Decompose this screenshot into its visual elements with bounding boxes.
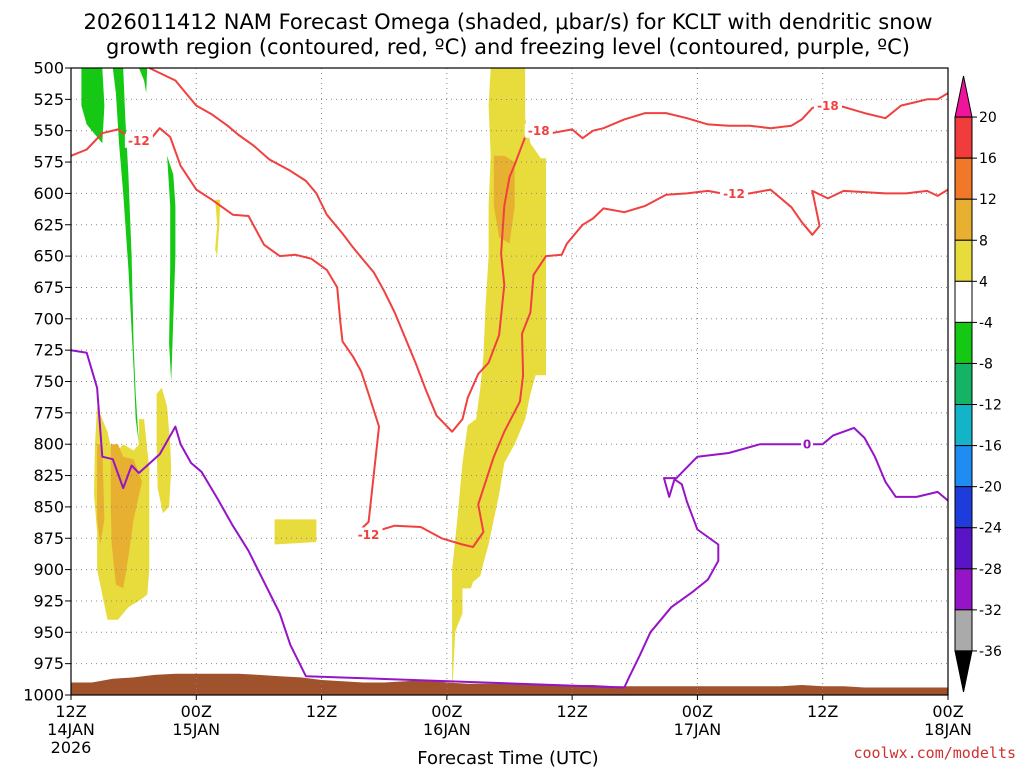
x-tick-label-48-1: 12Z: [556, 702, 587, 721]
y-tick-label-750: 750: [33, 372, 64, 391]
x-tick-label-0-2: 14JAN: [47, 720, 95, 739]
y-tick-label-625: 625: [33, 215, 64, 234]
contour-label-0-0: -12: [128, 134, 150, 148]
colorbar-label-9: -20: [979, 480, 1002, 496]
omega-region-4: [110, 444, 142, 589]
x-tick-label-24-1: 12Z: [306, 702, 337, 721]
contour-1: [148, 67, 949, 433]
x-tick-label-12-2: 15JAN: [172, 720, 220, 739]
colorbar-segment-14: [954, 650, 973, 693]
y-tick-label-800: 800: [33, 435, 64, 454]
colorbar-label-4: 4: [979, 274, 988, 290]
contour-label-bg-1-1: [813, 98, 842, 113]
omega-region-7: [215, 199, 221, 257]
chart-title-line1: 2026011412 NAM Forecast Omega (shaded, μ…: [83, 10, 932, 34]
colorbar-segment-5: [954, 280, 973, 323]
x-tick-label-0-1: 12Z: [55, 702, 86, 721]
y-tick-label-900: 900: [33, 560, 64, 579]
credit-text[interactable]: coolwx.com/modelts: [853, 744, 1016, 762]
omega-region-11: [167, 155, 176, 382]
contour-label-0-2: -12: [358, 528, 380, 542]
colorbar-label-13: -36: [979, 644, 1002, 660]
y-tick-label-1000: 1000: [23, 686, 64, 705]
colorbar-label-3: 8: [979, 233, 988, 249]
omega-region-6: [274, 519, 317, 545]
x-tick-label-12-1: 00Z: [181, 702, 212, 721]
y-tick-label-775: 775: [33, 403, 64, 422]
y-tick-label-700: 700: [33, 309, 64, 328]
contour-2: [70, 349, 949, 689]
y-tick-label-650: 650: [33, 247, 64, 266]
colorbar-label-8: -16: [979, 439, 1002, 455]
colorbar-label-12: -32: [979, 603, 1002, 619]
y-tick-label-550: 550: [33, 121, 64, 140]
y-tick-label-925: 925: [33, 591, 64, 610]
x-axis-label: Forecast Time (UTC): [417, 748, 598, 768]
contour-label-bg-1-0: [524, 123, 553, 138]
colorbar-label-0: 20: [979, 110, 997, 126]
colorbar-segment-8: [954, 404, 973, 447]
x-tick-label-84-2: 18JAN: [924, 720, 972, 739]
contour-label-2-0: 0: [803, 438, 811, 452]
chart-title-line2: growth region (contoured, red, ºC) and f…: [106, 35, 910, 59]
contour-label-1-1: -18: [817, 99, 839, 113]
colorbar-segment-13: [954, 609, 973, 652]
colorbar-segment-6: [954, 321, 973, 364]
y-tick-label-850: 850: [33, 497, 64, 516]
colorbar-segment-4: [954, 239, 973, 282]
y-tick-label-600: 600: [33, 184, 64, 203]
colorbar-segment-9: [954, 445, 973, 488]
colorbar: 20 16 12 8 4 -4 -8 -12 -16 -20 -24 -28 -32 -36: [954, 75, 1002, 693]
contour-label-bg-2-0: [801, 437, 814, 452]
y-tick-label-950: 950: [33, 623, 64, 642]
colorbar-label-2: 12: [979, 192, 997, 208]
colorbar-segment-7: [954, 362, 973, 406]
colorbar-label-7: -12: [979, 398, 1002, 414]
y-tick-label-500: 500: [33, 59, 64, 78]
omega-region-5: [97, 444, 105, 545]
colorbar-label-1: 16: [979, 151, 997, 167]
y-axis-ticks: 500 525 550 575 600 625 650 675 700 725 750 775 800 8…: [23, 59, 71, 705]
colorbar-label-10: -24: [979, 521, 1002, 537]
contour-label-bg-0-1: [719, 186, 748, 201]
x-tick-label-84-1: 00Z: [932, 702, 963, 721]
colorbar-segment-12: [954, 568, 973, 611]
x-tick-label-72-1: 12Z: [807, 702, 838, 721]
omega-region-3: [156, 387, 172, 514]
colorbar-segment-10: [954, 486, 973, 529]
y-tick-label-975: 975: [33, 654, 64, 673]
x-tick-label-60-2: 17JAN: [674, 720, 722, 739]
colorbar-segment-0: [954, 75, 973, 118]
omega-region-0: [452, 68, 546, 695]
colorbar-label-6: -8: [979, 356, 993, 372]
colorbar-segment-11: [954, 527, 973, 570]
contour-label-0-1: -12: [723, 187, 745, 201]
y-tick-label-725: 725: [33, 341, 64, 360]
y-tick-label-675: 675: [33, 278, 64, 297]
y-tick-label-825: 825: [33, 466, 64, 485]
colorbar-segment-1: [954, 116, 973, 159]
colorbar-segment-3: [954, 198, 973, 241]
colorbar-label-11: -28: [979, 562, 1002, 578]
omega-region-8: [81, 68, 105, 144]
x-tick-label-36-1: 00Z: [431, 702, 462, 721]
x-tick-label-0-3: 2026: [51, 738, 92, 757]
x-tick-label-60-1: 00Z: [682, 702, 713, 721]
y-tick-label-875: 875: [33, 529, 64, 548]
contour-0: [70, 127, 949, 548]
y-tick-label-575: 575: [33, 153, 64, 172]
contour-label-bg-0-2: [354, 527, 383, 542]
colorbar-segment-2: [954, 157, 973, 200]
colorbar-label-5: -4: [979, 315, 993, 331]
contour-lines: -12 -12 -12 -18 -18 0: [70, 67, 949, 689]
contour-label-bg-0-0: [124, 133, 153, 148]
omega-region-10: [138, 68, 148, 94]
x-tick-label-36-2: 16JAN: [423, 720, 471, 739]
y-tick-label-525: 525: [33, 90, 64, 109]
contour-label-1-0: -18: [528, 124, 550, 138]
